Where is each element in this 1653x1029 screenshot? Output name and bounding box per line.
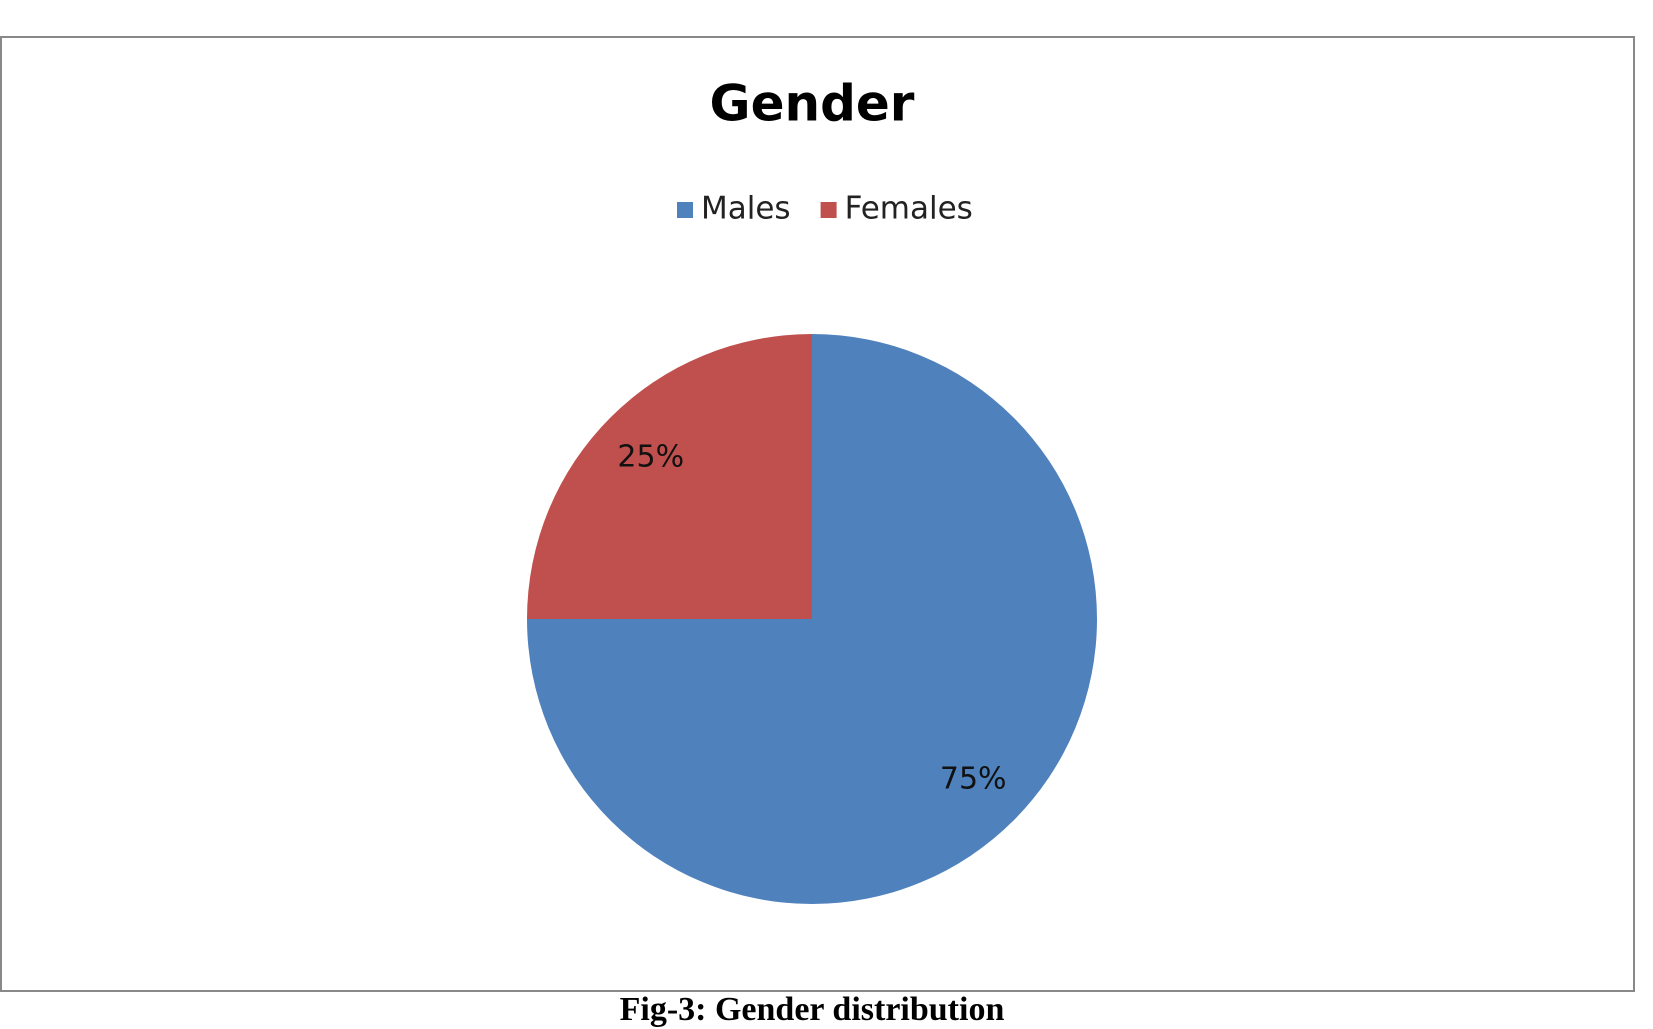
- data-label: 75%: [940, 762, 1007, 797]
- legend-swatch: [820, 202, 837, 218]
- chart-title: Gender: [710, 75, 915, 133]
- data-label: 25%: [617, 439, 684, 474]
- legend-label: Males: [701, 191, 791, 227]
- legend-label: Females: [845, 191, 973, 227]
- legend-swatch: [677, 202, 693, 218]
- pie-slice: [527, 334, 812, 619]
- figure-caption: Fig-3: Gender distribution: [620, 991, 1005, 1028]
